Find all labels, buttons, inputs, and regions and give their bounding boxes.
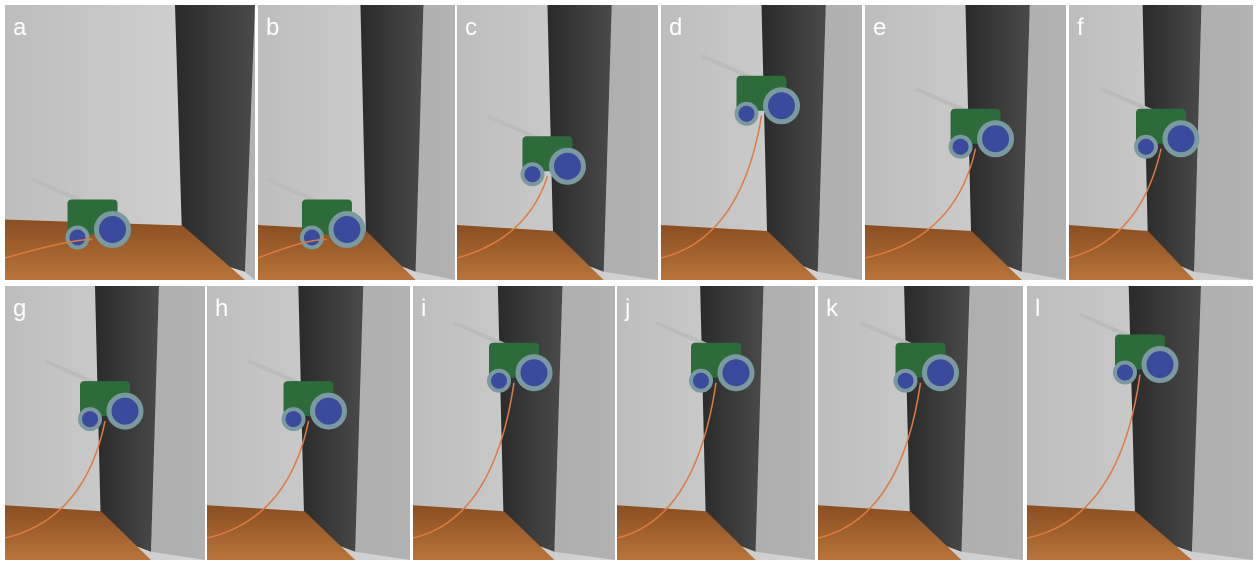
photo-panel: e bbox=[865, 5, 1066, 280]
photo-panel: a bbox=[5, 5, 255, 280]
robot-wheel bbox=[720, 357, 752, 389]
cabinet-side bbox=[355, 286, 410, 560]
robot-wheel bbox=[1136, 137, 1156, 157]
photo-panel: f bbox=[1069, 5, 1253, 280]
photo-panel: j bbox=[617, 286, 815, 560]
photo-panel: g bbox=[5, 286, 205, 560]
cabinet-side bbox=[1194, 5, 1253, 280]
dark-cabinet bbox=[762, 5, 826, 272]
photo-panel: h bbox=[207, 286, 410, 560]
panel-label: l bbox=[1035, 295, 1040, 322]
panel-label: k bbox=[826, 295, 839, 322]
robot-wheel bbox=[1165, 123, 1197, 155]
cabinet-side bbox=[756, 286, 815, 560]
dark-cabinet bbox=[1129, 286, 1201, 552]
robot-wheel bbox=[522, 164, 542, 184]
robot-wheel bbox=[766, 90, 798, 122]
panel-label: i bbox=[421, 295, 426, 322]
robot-wheel bbox=[80, 409, 100, 429]
figure: a b c d e f g h i j k l bbox=[0, 0, 1257, 565]
panel-label: b bbox=[266, 14, 279, 41]
robot-wheel bbox=[925, 357, 957, 389]
robot-wheel bbox=[1115, 363, 1135, 383]
panel-label: e bbox=[873, 14, 886, 41]
robot-wheel bbox=[302, 228, 322, 248]
photo-panel: k bbox=[818, 286, 1023, 560]
robot-wheel bbox=[331, 214, 363, 246]
dark-cabinet bbox=[360, 5, 423, 272]
robot-wheel bbox=[551, 150, 583, 182]
robot-wheel bbox=[896, 371, 916, 391]
cabinet-side bbox=[1192, 286, 1253, 560]
photo-panel: i bbox=[413, 286, 615, 560]
robot-wheel bbox=[68, 228, 88, 248]
photo-panel: b bbox=[258, 5, 455, 280]
cabinet-side bbox=[554, 286, 615, 560]
photo-panel: d bbox=[661, 5, 862, 280]
panel-label: h bbox=[215, 295, 228, 322]
panel-label: j bbox=[624, 295, 630, 322]
robot-wheel bbox=[951, 137, 971, 157]
panel-label: f bbox=[1077, 14, 1084, 41]
robot-wheel bbox=[980, 123, 1012, 155]
cabinet-side bbox=[151, 286, 205, 560]
photo-panel: c bbox=[457, 5, 658, 280]
robot-wheel bbox=[97, 214, 129, 246]
photo-panel: l bbox=[1027, 286, 1253, 560]
robot-wheel bbox=[1144, 349, 1176, 381]
panel-label: d bbox=[669, 14, 682, 41]
robot-wheel bbox=[489, 371, 509, 391]
robot-wheel bbox=[518, 357, 550, 389]
robot-wheel bbox=[313, 395, 345, 427]
panel-label: c bbox=[465, 14, 477, 41]
panel-label: a bbox=[13, 14, 27, 41]
panel-label: g bbox=[13, 295, 26, 322]
robot-wheel bbox=[109, 395, 141, 427]
robot-wheel bbox=[737, 104, 757, 124]
cabinet-side bbox=[604, 5, 658, 280]
cabinet-side bbox=[962, 286, 1024, 560]
robot-wheel bbox=[691, 371, 711, 391]
robot-wheel bbox=[284, 409, 304, 429]
